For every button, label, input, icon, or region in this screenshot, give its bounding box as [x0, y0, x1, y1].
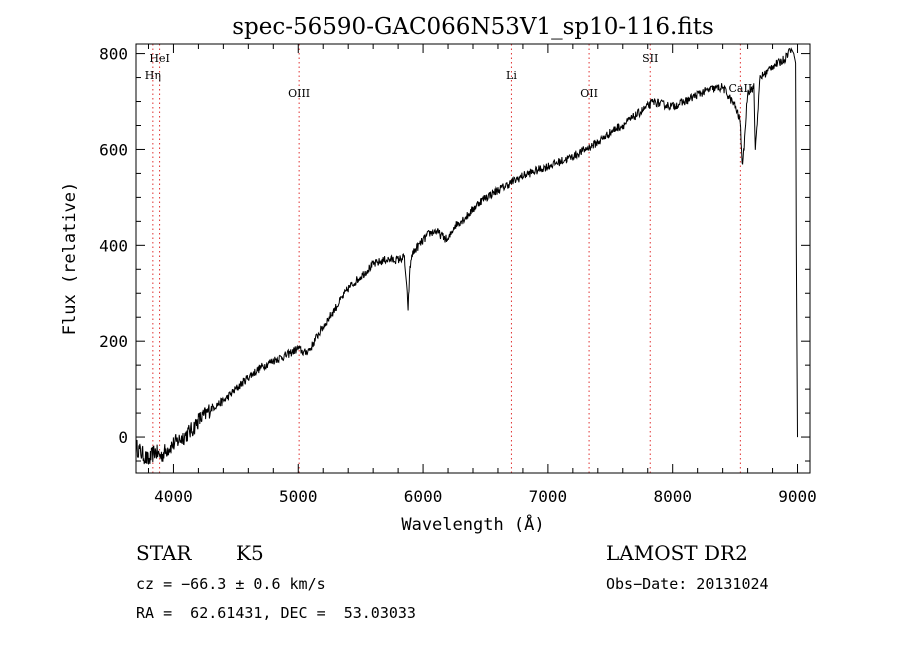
x-tick-label: 8000 [653, 487, 692, 506]
y-tick-label: 400 [99, 236, 128, 255]
spectral-line-label: Hη [145, 69, 161, 82]
spectral-line-label: SII [642, 52, 658, 65]
spectral-line-label: HeI [149, 52, 169, 65]
x-tick-label: 6000 [404, 487, 443, 506]
redshift-velocity: cz = −66.3 ± 0.6 km/s [136, 575, 326, 593]
observation-date: Obs−Date: 20131024 [606, 575, 769, 593]
survey-name: LAMOST DR2 [606, 541, 748, 565]
spectral-line-label: Li [506, 69, 517, 82]
spectral-subclass: K5 [236, 541, 264, 565]
x-tick-label: 9000 [778, 487, 817, 506]
x-tick-label: 5000 [279, 487, 318, 506]
x-tick-label: 4000 [154, 487, 193, 506]
y-tick-label: 600 [99, 140, 128, 159]
x-axis-title: Wavelength (Å) [401, 513, 544, 535]
y-axis-title: Flux (relative) [60, 182, 80, 336]
y-tick-label: 800 [99, 45, 128, 64]
spectral-line-label: OII [580, 87, 598, 100]
spectral-line-label: CaII [729, 82, 753, 95]
sky-coordinates: RA = 62.61431, DEC = 53.03033 [136, 604, 416, 622]
x-tick-label: 7000 [529, 487, 568, 506]
chart-title: spec-56590-GAC066N53V1_sp10-116.fits [232, 14, 714, 40]
plot-frame [135, 43, 811, 474]
y-tick-label: 0 [118, 428, 128, 447]
spectrum-line [135, 47, 798, 465]
object-type: STAR [136, 541, 192, 565]
y-tick-label: 200 [99, 332, 128, 351]
spectral-line-label: OIII [288, 87, 310, 100]
